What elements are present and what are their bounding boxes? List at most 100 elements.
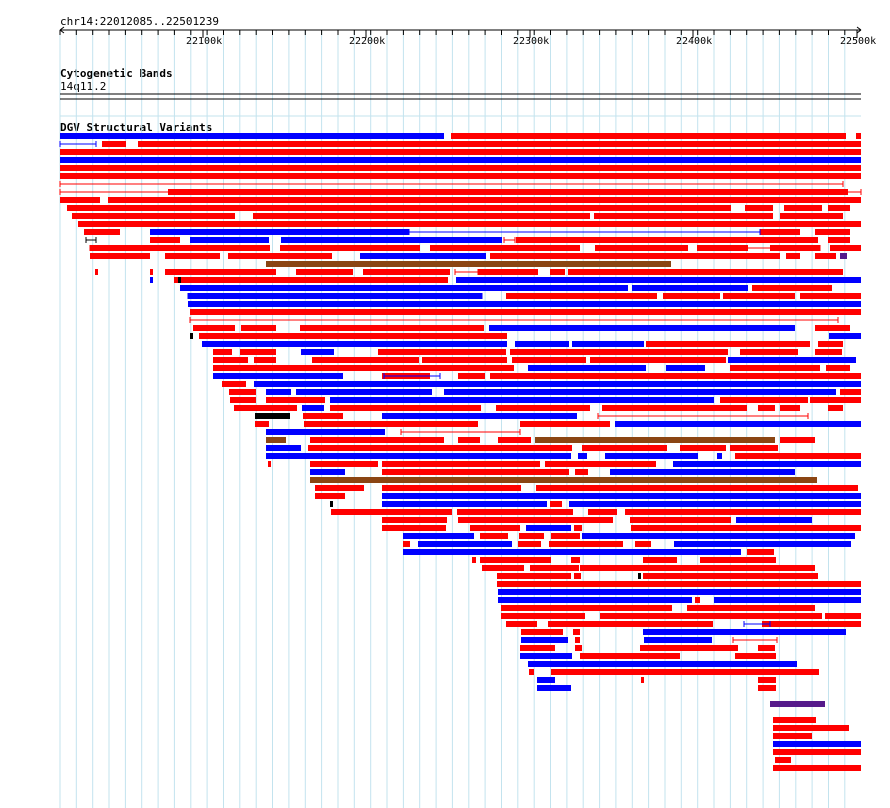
variant-feature[interactable] [478, 269, 538, 275]
variant-feature[interactable] [501, 605, 672, 611]
variant-feature[interactable] [60, 133, 444, 139]
variant-feature[interactable] [856, 133, 861, 139]
variant-feature[interactable] [830, 245, 861, 251]
variant-feature[interactable] [498, 597, 692, 603]
variant-feature[interactable] [228, 253, 332, 259]
variant-feature[interactable] [458, 373, 485, 379]
variant-feature[interactable] [451, 133, 846, 139]
variant-feature[interactable] [193, 325, 235, 331]
variant-feature[interactable] [458, 517, 613, 523]
variant-feature[interactable] [663, 293, 720, 299]
variant-feature[interactable] [780, 405, 800, 411]
variant-feature[interactable] [72, 213, 235, 219]
variant-feature[interactable] [90, 245, 270, 251]
variant-feature[interactable] [745, 205, 773, 211]
variant-feature[interactable] [497, 573, 571, 579]
variant-mark[interactable] [190, 333, 193, 339]
variant-feature[interactable] [430, 245, 580, 251]
variant-feature[interactable] [190, 237, 269, 243]
variant-feature[interactable] [296, 389, 432, 395]
variant-feature[interactable] [610, 469, 795, 475]
variant-feature[interactable] [506, 293, 657, 299]
variant-feature[interactable] [304, 421, 478, 427]
variant-feature[interactable] [826, 365, 850, 371]
variant-feature[interactable] [254, 357, 276, 363]
variant-feature[interactable] [281, 237, 502, 243]
variant-feature[interactable] [518, 541, 541, 547]
variant-feature[interactable] [498, 437, 531, 443]
variant-feature[interactable] [536, 485, 858, 491]
variant-feature[interactable] [150, 237, 180, 243]
variant-feature[interactable] [382, 517, 447, 523]
variant-feature[interactable] [773, 725, 849, 731]
variant-feature[interactable] [521, 629, 563, 635]
variant-feature[interactable] [213, 349, 232, 355]
variant-feature[interactable] [174, 277, 448, 283]
variant-feature[interactable] [720, 397, 808, 403]
variant-feature[interactable] [520, 421, 610, 427]
variant-feature[interactable] [108, 197, 861, 203]
variant-feature[interactable] [714, 597, 861, 603]
variant-feature[interactable] [501, 613, 585, 619]
variant-feature[interactable] [296, 269, 353, 275]
variant-feature[interactable] [315, 493, 345, 499]
variant-mark[interactable] [188, 301, 191, 307]
variant-feature[interactable] [758, 677, 776, 683]
variant-feature[interactable] [458, 437, 480, 443]
variant-feature[interactable] [266, 429, 385, 435]
variant-feature[interactable] [574, 525, 582, 531]
variant-feature[interactable] [253, 213, 590, 219]
variant-feature[interactable] [280, 245, 420, 251]
variant-feature[interactable] [747, 549, 774, 555]
variant-feature[interactable] [602, 405, 747, 411]
variant-feature[interactable] [550, 501, 562, 507]
variant-feature[interactable] [266, 397, 325, 403]
variant-feature[interactable] [829, 333, 861, 339]
variant-feature[interactable] [828, 405, 843, 411]
variant-feature[interactable] [378, 349, 506, 355]
variant-feature[interactable] [266, 453, 571, 459]
variant-feature[interactable] [403, 549, 741, 555]
variant-mark[interactable] [178, 277, 181, 283]
variant-feature[interactable] [550, 269, 565, 275]
variant-feature[interactable] [213, 357, 248, 363]
variant-feature[interactable] [752, 285, 832, 291]
variant-mark[interactable] [150, 277, 153, 283]
variant-feature[interactable] [569, 501, 861, 507]
variant-feature[interactable] [646, 341, 810, 347]
variant-feature[interactable] [403, 541, 410, 547]
variant-feature[interactable] [84, 229, 120, 235]
variant-feature[interactable] [418, 541, 512, 547]
variant-feature[interactable] [828, 237, 850, 243]
variant-feature[interactable] [312, 357, 419, 363]
variant-feature[interactable] [673, 461, 861, 467]
variant-feature[interactable] [758, 645, 775, 651]
variant-feature[interactable] [818, 341, 843, 347]
variant-feature[interactable] [773, 765, 861, 771]
variant-feature[interactable] [758, 405, 775, 411]
variant-feature[interactable] [758, 685, 776, 691]
variant-feature[interactable] [572, 341, 644, 347]
variant-feature[interactable] [90, 253, 150, 259]
variant-feature[interactable] [138, 141, 861, 147]
variant-feature[interactable] [605, 453, 698, 459]
variant-feature[interactable] [580, 653, 680, 659]
variant-feature[interactable] [740, 349, 798, 355]
variant-feature[interactable] [780, 213, 843, 219]
variant-feature[interactable] [717, 453, 722, 459]
variant-feature[interactable] [444, 389, 836, 395]
variant-feature[interactable] [549, 541, 623, 547]
variant-feature[interactable] [780, 437, 815, 443]
variant-feature[interactable] [537, 677, 555, 683]
variant-feature[interactable] [515, 341, 569, 347]
variant-feature[interactable] [241, 325, 276, 331]
variant-feature[interactable] [635, 541, 651, 547]
variant-feature[interactable] [229, 389, 256, 395]
variant-feature[interactable] [480, 533, 508, 539]
variant-feature[interactable] [810, 397, 861, 403]
variant-feature[interactable] [520, 645, 555, 651]
variant-feature[interactable] [255, 421, 269, 427]
dgv-variant-features[interactable] [59, 133, 862, 771]
variant-feature[interactable] [674, 541, 851, 547]
